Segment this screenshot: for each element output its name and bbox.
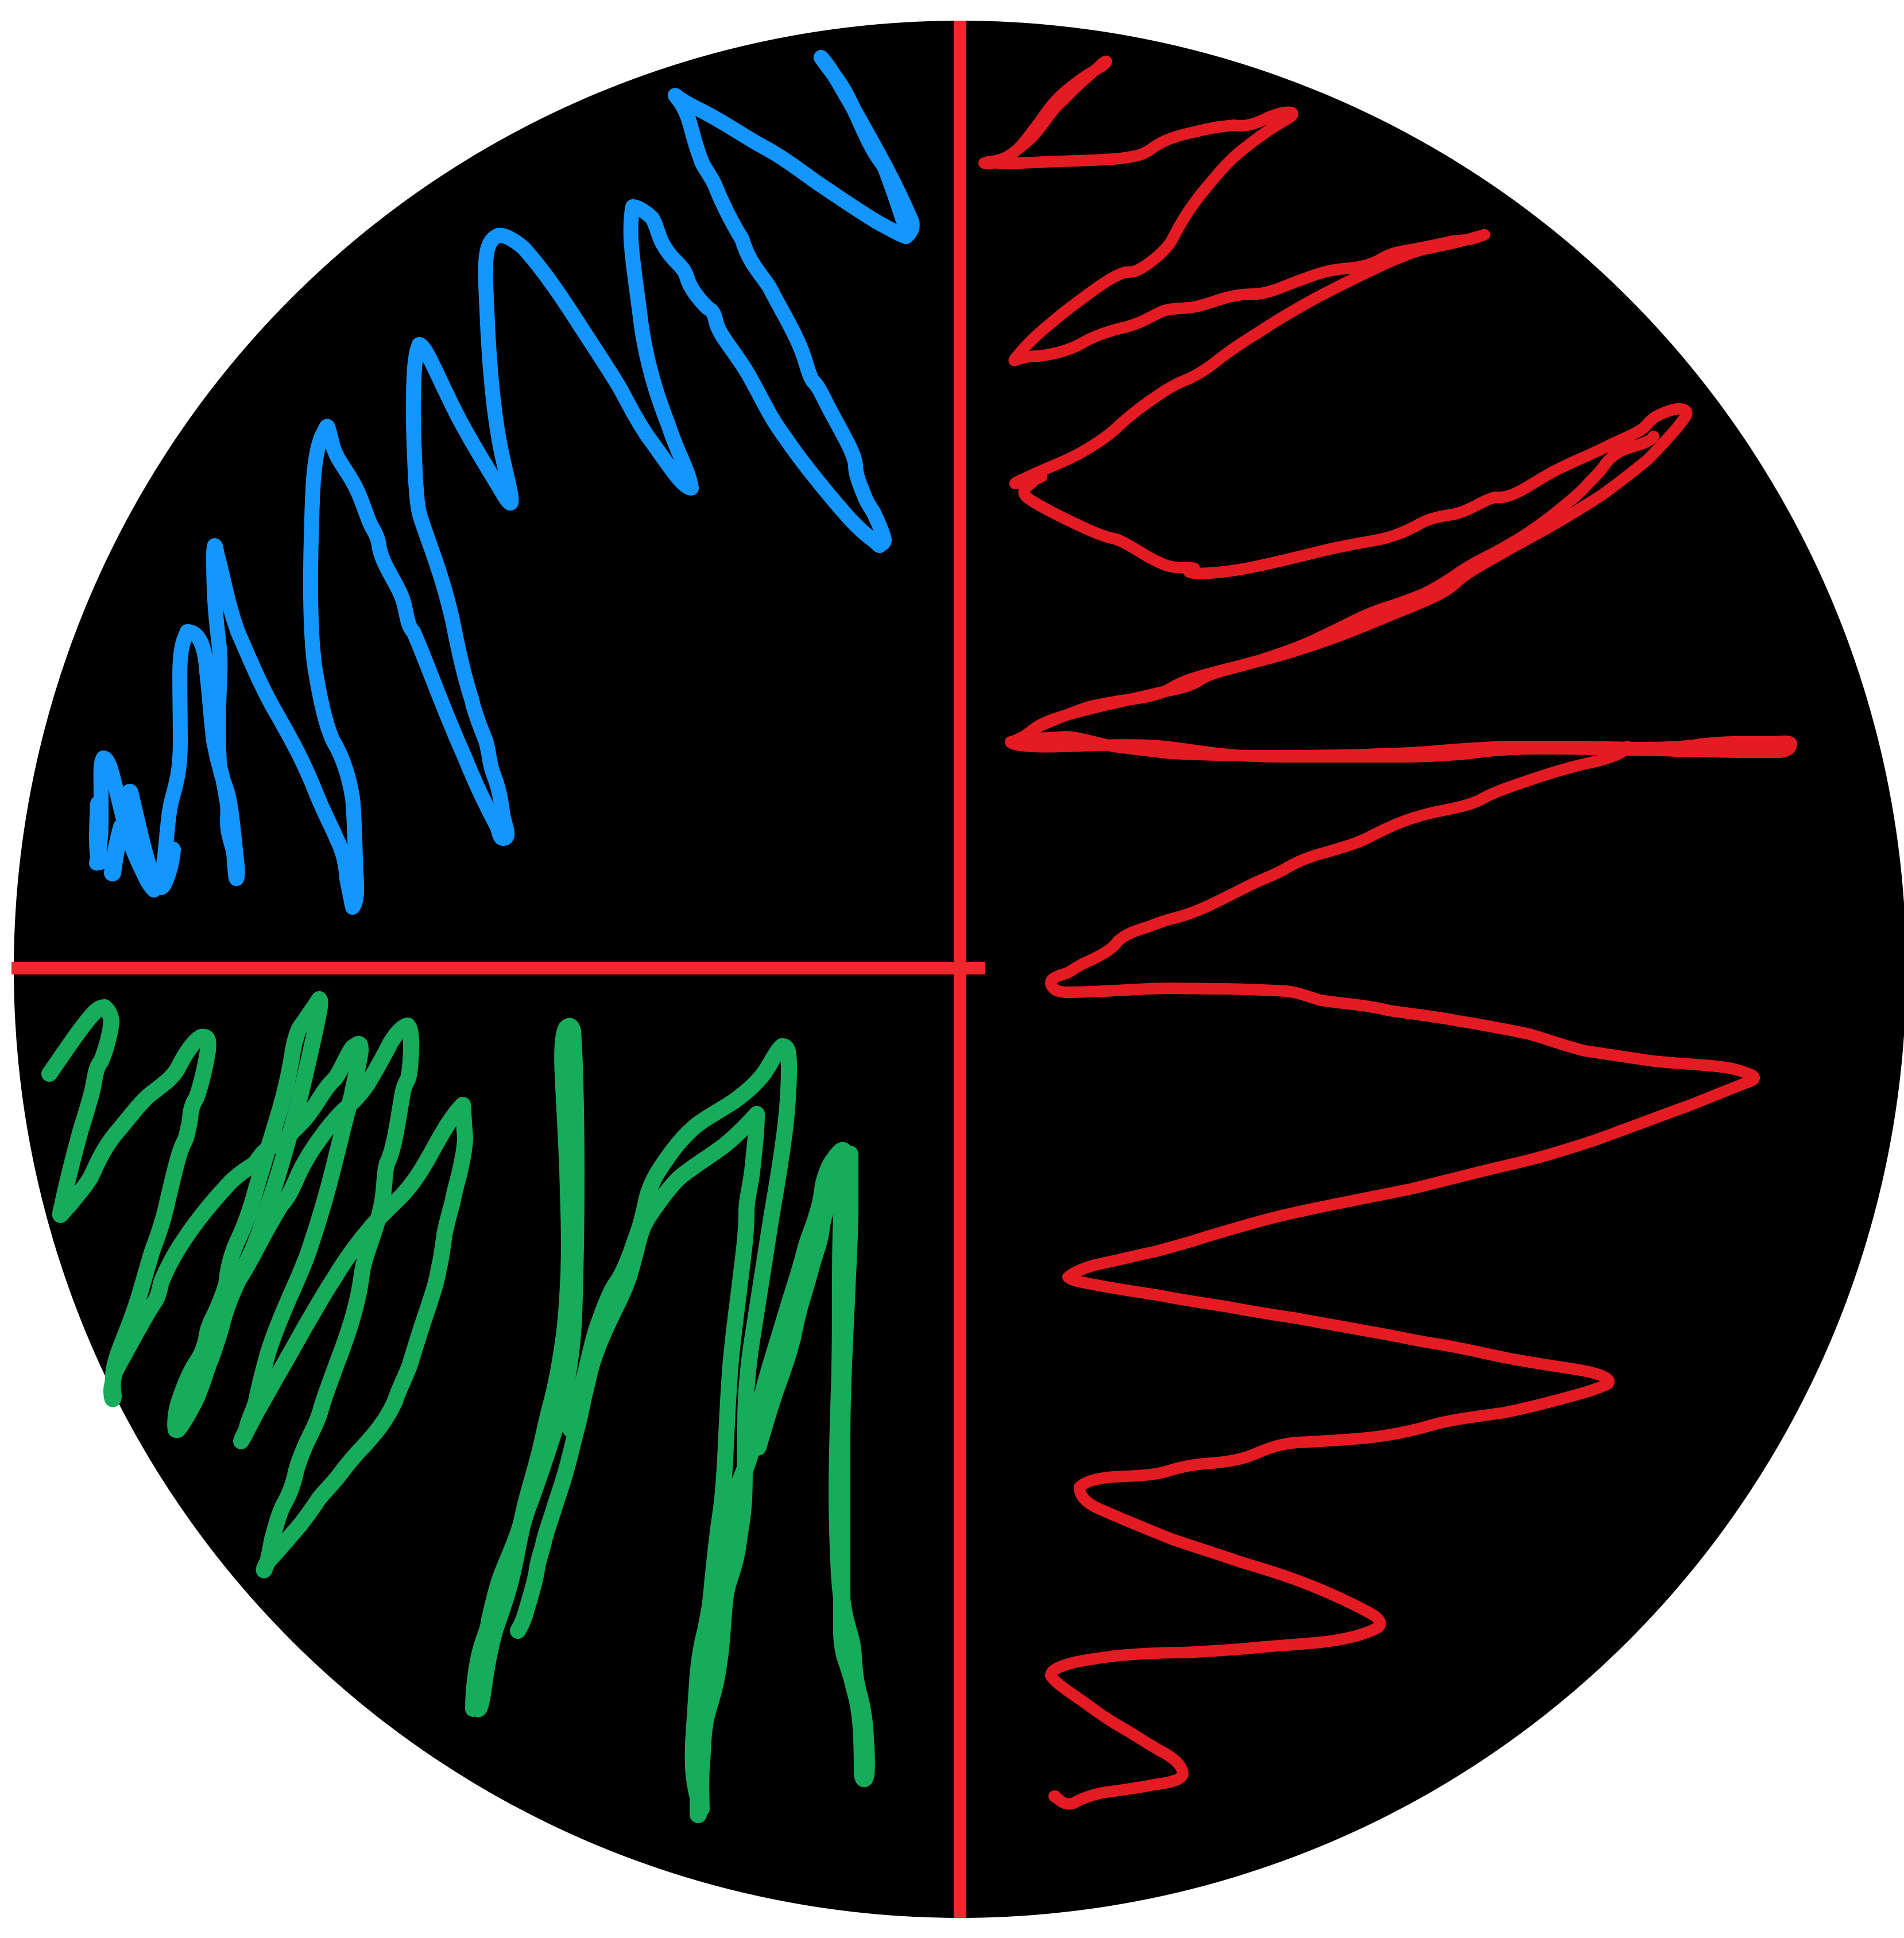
blue-squiggle-group <box>89 50 920 915</box>
blue-squiggle-main <box>89 784 181 895</box>
green-squiggle-middle <box>465 1018 797 1817</box>
green-squiggle-group <box>41 991 875 1823</box>
red-squiggle <box>978 55 1797 1810</box>
blue-squiggle <box>89 50 920 915</box>
green-squiggle <box>41 991 473 1579</box>
red-squiggle-group <box>978 55 1797 1810</box>
divider-lines <box>11 21 985 1918</box>
green-squiggle-right <box>688 1142 875 1823</box>
